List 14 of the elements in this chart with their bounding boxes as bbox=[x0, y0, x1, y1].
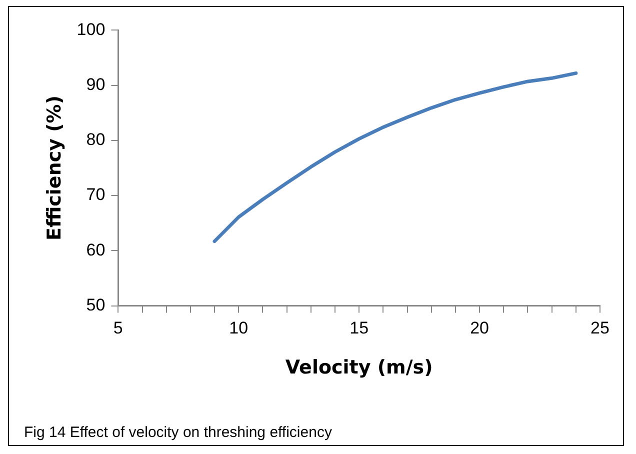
y-tick-label: 90 bbox=[86, 75, 106, 94]
y-tick-label: 100 bbox=[76, 20, 106, 39]
y-tick-label: 70 bbox=[86, 185, 106, 204]
x-tick-label: 5 bbox=[113, 318, 123, 338]
x-tick-label: 20 bbox=[470, 318, 489, 338]
y-axis-title: Efficiency (%) bbox=[43, 95, 66, 241]
y-tick-label: 50 bbox=[86, 295, 106, 314]
x-tick-label: 15 bbox=[350, 318, 369, 338]
y-tick-label: 80 bbox=[86, 130, 106, 150]
caption: Fig 14 Effect of velocity on threshing efficiency bbox=[24, 424, 332, 441]
x-tick-label: 25 bbox=[590, 318, 610, 338]
x-tick-label: 10 bbox=[229, 318, 248, 338]
x-axis-title: Velocity (m/s) bbox=[285, 356, 433, 379]
y-tick-label: 60 bbox=[86, 240, 106, 260]
